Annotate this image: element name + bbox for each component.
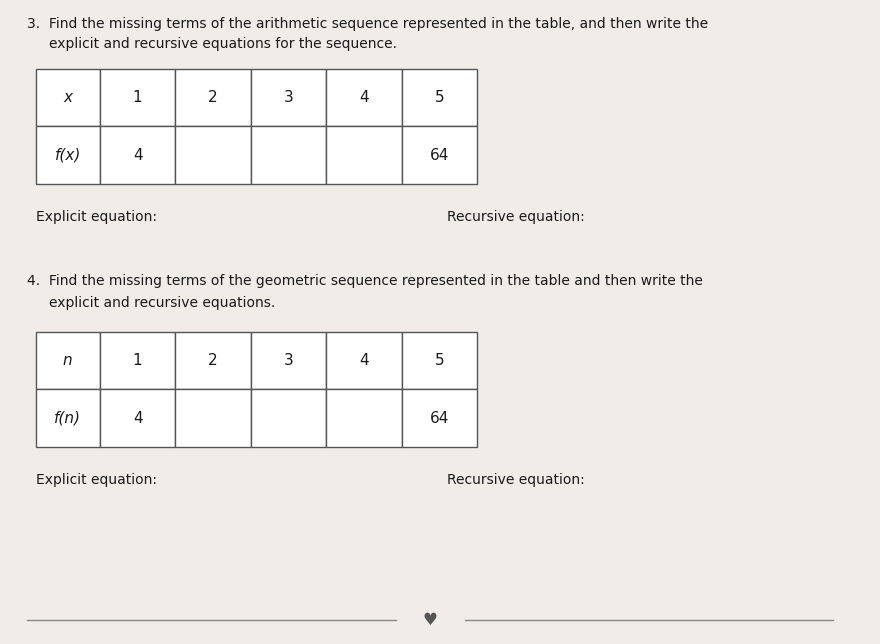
Text: f(x): f(x)	[55, 147, 81, 163]
FancyBboxPatch shape	[326, 332, 402, 390]
FancyBboxPatch shape	[326, 69, 402, 126]
Text: f(n): f(n)	[55, 411, 81, 426]
FancyBboxPatch shape	[402, 390, 477, 447]
Text: Recursive equation:: Recursive equation:	[447, 473, 585, 487]
Text: x: x	[63, 90, 72, 105]
Text: 4: 4	[133, 147, 143, 163]
Text: ♥: ♥	[422, 611, 437, 629]
Text: 4.  Find the missing terms of the geometric sequence represented in the table an: 4. Find the missing terms of the geometr…	[27, 274, 703, 288]
Text: explicit and recursive equations for the sequence.: explicit and recursive equations for the…	[48, 37, 397, 51]
FancyBboxPatch shape	[402, 69, 477, 126]
Text: Recursive equation:: Recursive equation:	[447, 210, 585, 223]
FancyBboxPatch shape	[402, 332, 477, 390]
FancyBboxPatch shape	[251, 390, 326, 447]
FancyBboxPatch shape	[402, 126, 477, 184]
Text: 3: 3	[283, 353, 293, 368]
FancyBboxPatch shape	[99, 126, 175, 184]
FancyBboxPatch shape	[36, 390, 99, 447]
FancyBboxPatch shape	[99, 332, 175, 390]
Text: 2: 2	[209, 353, 218, 368]
FancyBboxPatch shape	[99, 390, 175, 447]
Text: 1: 1	[133, 353, 143, 368]
FancyBboxPatch shape	[36, 126, 99, 184]
FancyBboxPatch shape	[326, 126, 402, 184]
FancyBboxPatch shape	[175, 126, 251, 184]
FancyBboxPatch shape	[251, 126, 326, 184]
FancyBboxPatch shape	[175, 332, 251, 390]
Text: 4: 4	[359, 90, 369, 105]
Text: Explicit equation:: Explicit equation:	[36, 210, 157, 223]
Text: 4: 4	[133, 411, 143, 426]
FancyBboxPatch shape	[175, 390, 251, 447]
FancyBboxPatch shape	[326, 390, 402, 447]
Text: n: n	[63, 353, 72, 368]
Text: explicit and recursive equations.: explicit and recursive equations.	[48, 296, 275, 310]
Text: 3.  Find the missing terms of the arithmetic sequence represented in the table, : 3. Find the missing terms of the arithme…	[27, 17, 708, 32]
Text: 3: 3	[283, 90, 293, 105]
FancyBboxPatch shape	[175, 69, 251, 126]
FancyBboxPatch shape	[36, 332, 99, 390]
FancyBboxPatch shape	[251, 332, 326, 390]
FancyBboxPatch shape	[99, 69, 175, 126]
FancyBboxPatch shape	[251, 69, 326, 126]
Text: 2: 2	[209, 90, 218, 105]
Text: 4: 4	[359, 353, 369, 368]
Text: 64: 64	[429, 411, 449, 426]
Text: Explicit equation:: Explicit equation:	[36, 473, 157, 487]
FancyBboxPatch shape	[36, 69, 99, 126]
Text: 5: 5	[435, 353, 444, 368]
Text: 5: 5	[435, 90, 444, 105]
Text: 1: 1	[133, 90, 143, 105]
Text: 64: 64	[429, 147, 449, 163]
